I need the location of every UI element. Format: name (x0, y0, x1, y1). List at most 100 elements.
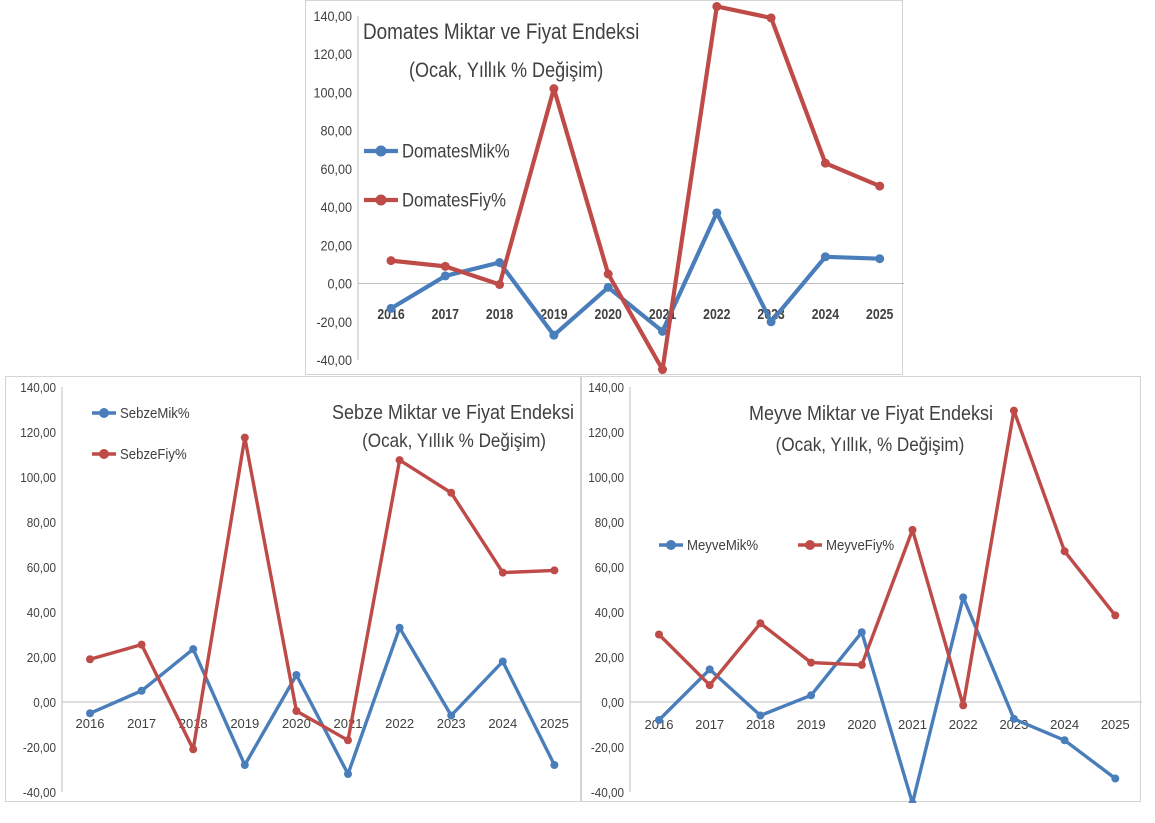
meyve-data-point (655, 630, 663, 639)
meyve-data-point (705, 665, 714, 674)
domates-y-tick-label: 20,00 (321, 238, 352, 254)
meyve-data-point (857, 660, 866, 669)
domates-data-point (386, 256, 396, 266)
domates-data-point (820, 252, 830, 262)
meyve-x-tick-label: 2022 (949, 717, 978, 732)
domates-y-tick-label: 0,00 (328, 276, 352, 292)
sebze-data-point (344, 770, 352, 778)
domates-data-point (440, 271, 450, 281)
domates-y-tick-label: 60,00 (321, 161, 352, 177)
meyve-x-tick-label: 2019 (797, 717, 826, 732)
meyve-legend-marker (666, 540, 676, 550)
meyve-y-tick-label: 20,00 (595, 650, 624, 665)
sebze-data-point (86, 709, 94, 718)
sebze-y-tick-label: 140,00 (20, 380, 56, 395)
domates-x-tick-label: 2018 (486, 306, 514, 322)
domates-x-tick-label: 2020 (595, 306, 623, 322)
domates-data-point (875, 181, 885, 191)
domates-y-tick-label: 120,00 (314, 47, 352, 63)
sebze-y-tick-label: 0,00 (33, 695, 56, 710)
domates-y-tick-label: -40,00 (316, 352, 352, 368)
sebze-data-point (292, 671, 301, 679)
meyve-data-point (807, 658, 816, 667)
sebze-y-tick-label: 80,00 (27, 515, 56, 530)
meyve-data-point (756, 619, 765, 628)
domates-y-tick-label: 80,00 (321, 123, 352, 139)
domates-series-line-fiy (388, 4, 882, 372)
domates-y-tick-label: 140,00 (314, 8, 352, 24)
meyve-legend-label: MeyveFiy% (826, 536, 895, 553)
sebze-data-point (86, 655, 94, 664)
domates-x-tick-label: 2025 (866, 306, 894, 322)
meyve-data-point (655, 716, 663, 724)
meyve-y-tick-label: -20,00 (591, 740, 624, 755)
meyve-data-point (1060, 547, 1069, 556)
meyve-x-tick-label: 2018 (746, 717, 775, 732)
domates-chart: -40,00 -20,00 0,00 20,00 40,00 60,00 80,00 100,… (314, 1, 904, 375)
sebze-y-tick-label: -40,00 (23, 785, 56, 800)
meyve-y-tick-label: 80,00 (595, 515, 624, 530)
sebze-data-point (447, 488, 456, 497)
meyve-y-tick-label: 140,00 (588, 380, 624, 395)
sebze-data-point (137, 640, 146, 649)
sebze-legend-marker (99, 449, 109, 459)
meyve-x-tick-label: 2017 (695, 717, 724, 732)
sebze-chart: -40,00 -20,00 0,00 20,00 40,00 60,00 80,00 100,… (20, 380, 582, 800)
meyve-x-tick-label: 2016 (645, 717, 674, 732)
sebze-y-tick-label: -20,00 (23, 740, 56, 755)
sebze-x-tick-label: 2025 (540, 716, 569, 731)
meyve-y-tick-label: 60,00 (595, 560, 624, 575)
meyve-data-point (1111, 611, 1120, 620)
sebze-x-tick-label: 2021 (334, 716, 363, 731)
sebze-y-tick-label: 60,00 (27, 560, 56, 575)
sebze-data-point (240, 433, 249, 442)
sebze-data-point (395, 456, 404, 465)
domates-x-tick-label: 2019 (540, 306, 568, 322)
meyve-chart-subtitle: (Ocak, Yıllık, % Değişim) (776, 434, 965, 455)
sebze-x-tick-label: 2018 (179, 716, 208, 731)
domates-x-tick-label: 2017 (432, 306, 460, 322)
domates-data-point (603, 269, 613, 279)
meyve-chart-title: Meyve Miktar ve Fiyat Endeksi (749, 403, 993, 425)
domates-data-point (766, 13, 776, 23)
domates-data-point (712, 208, 722, 218)
domates-data-point (549, 84, 559, 94)
domates-chart-subtitle: (Ocak, Yıllık % Değişim) (409, 59, 603, 83)
meyve-x-tick-label: 2025 (1101, 717, 1130, 732)
domates-x-tick-label: 2022 (703, 306, 731, 322)
meyve-data-point (807, 691, 816, 700)
sebze-data-point (189, 745, 198, 754)
sebze-data-point (550, 566, 559, 575)
sebze-chart-subtitle: (Ocak, Yıllık % Değişim) (362, 430, 546, 451)
domates-legend-label: DomatesFiy% (402, 190, 506, 211)
sebze-x-tick-label: 2019 (230, 716, 259, 731)
sebze-data-point (189, 645, 198, 654)
sebze-data-point (395, 623, 404, 632)
sebze-y-tick-label: 100,00 (20, 470, 56, 485)
meyve-x-tick-label: 2021 (898, 717, 927, 732)
domates-data-point (712, 1, 722, 11)
meyve-y-tick-label: 0,00 (601, 695, 624, 710)
meyve-chart: -40,00 -20,00 0,00 20,00 40,00 60,00 80,00 100,… (588, 380, 1142, 803)
meyve-legend-marker (805, 540, 815, 550)
sebze-legend-marker (99, 408, 109, 418)
meyve-chart-panel: -40,00 -20,00 0,00 20,00 40,00 60,00 80,00 100,… (581, 376, 1142, 803)
domates-data-point (495, 280, 505, 290)
sebze-y-tick-label: 40,00 (27, 605, 56, 620)
domates-legend-marker (375, 145, 387, 157)
sebze-data-point (447, 711, 456, 720)
sebze-chart-title: Sebze Miktar ve Fiyat Endeksi (332, 402, 574, 424)
domates-data-point (766, 317, 776, 327)
sebze-x-tick-label: 2024 (488, 716, 517, 731)
domates-legend-marker (375, 194, 387, 206)
meyve-data-point (1060, 736, 1069, 745)
sebze-series-line-mik (88, 626, 557, 776)
sebze-legend-label: SebzeMik% (120, 404, 190, 421)
meyve-y-tick-label: 40,00 (595, 605, 624, 620)
meyve-data-point (756, 711, 765, 720)
meyve-series-line-mik (657, 595, 1117, 803)
meyve-data-point (908, 799, 917, 803)
sebze-data-point (137, 686, 146, 695)
domates-data-point (820, 158, 830, 168)
domates-data-point (386, 303, 396, 313)
